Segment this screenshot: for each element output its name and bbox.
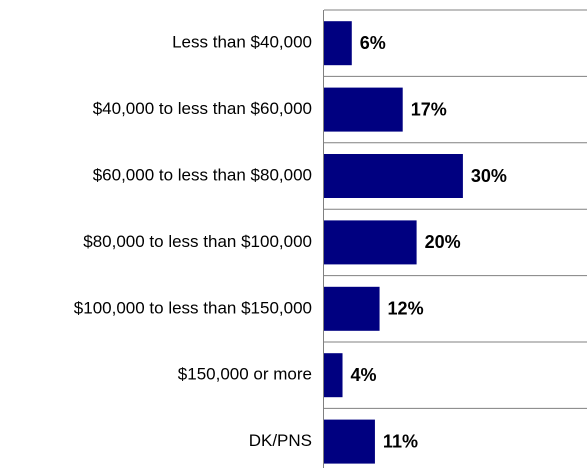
bar: [324, 419, 375, 464]
bar: [324, 21, 352, 66]
category-label: $60,000 to less than $80,000: [93, 165, 312, 184]
value-label: 17%: [411, 99, 447, 119]
value-label: 11%: [383, 431, 418, 451]
bar: [324, 286, 380, 331]
bar: [324, 220, 417, 265]
category-label: $150,000 or more: [178, 365, 312, 384]
bar: [324, 154, 463, 198]
bar: [324, 353, 343, 398]
category-label: Less than $40,000: [172, 33, 312, 52]
bar: [324, 87, 403, 132]
category-label: DK/PNS: [249, 431, 312, 450]
value-label: 30%: [471, 166, 507, 186]
value-label: 4%: [351, 365, 377, 385]
category-label: $80,000 to less than $100,000: [83, 232, 312, 251]
value-label: 20%: [425, 232, 461, 252]
value-label: 12%: [388, 299, 424, 319]
category-label: $100,000 to less than $150,000: [74, 298, 312, 317]
category-label: $40,000 to less than $60,000: [93, 99, 312, 118]
value-label: 6%: [360, 33, 386, 53]
